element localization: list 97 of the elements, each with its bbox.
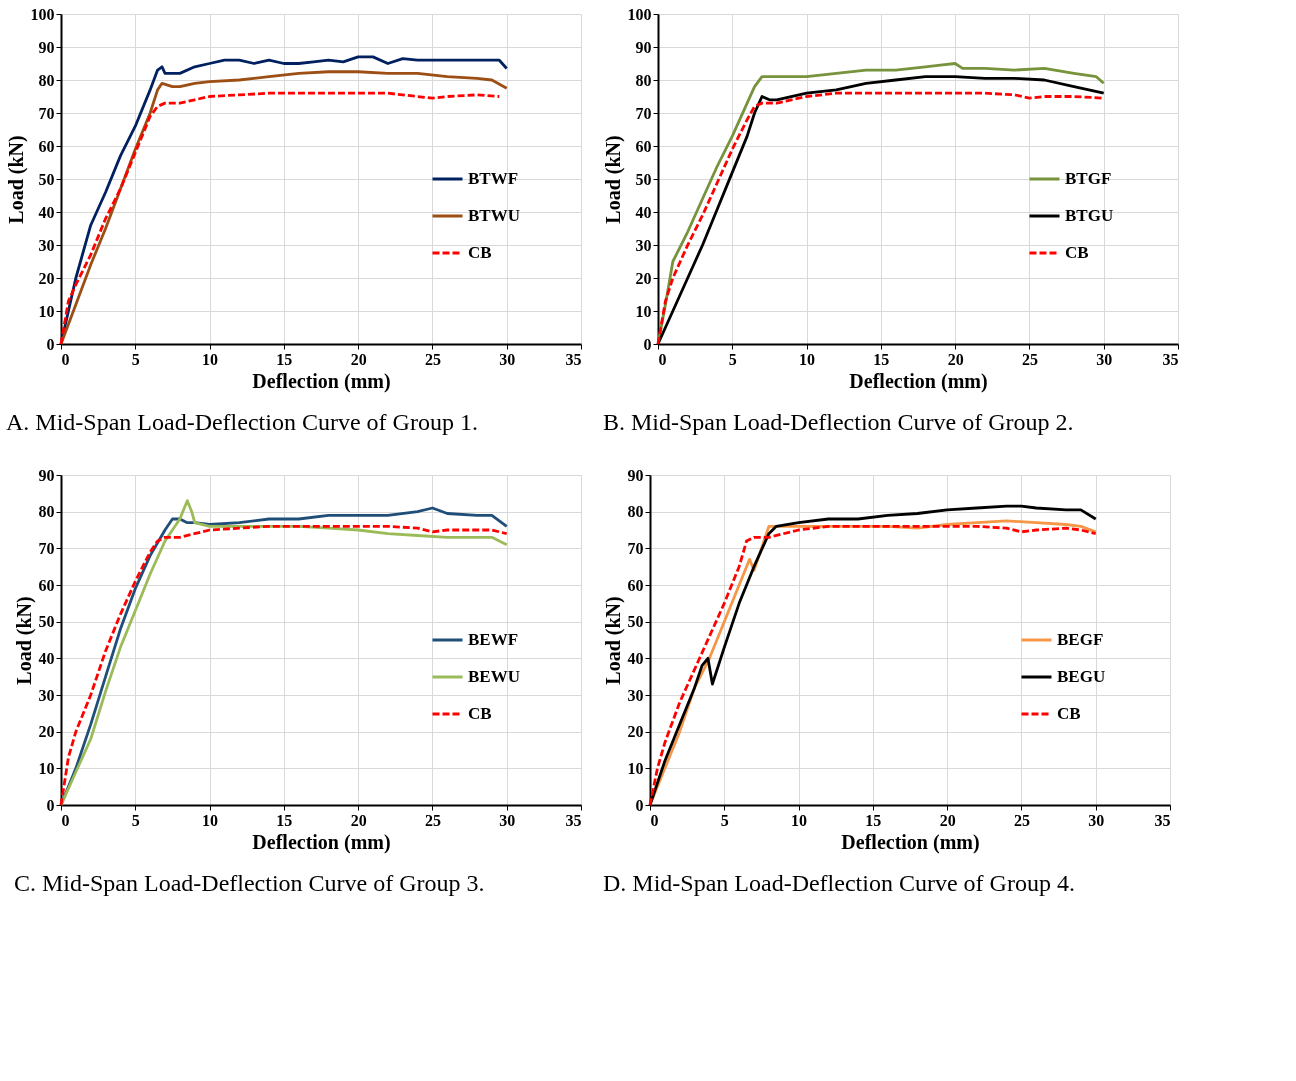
- text: B. Mid-Span Load-Deflection Curve of Group 2.: [603, 409, 1074, 435]
- y-tick-label: 10: [635, 302, 652, 320]
- x-axis-title: Deflection (mm): [841, 830, 980, 854]
- x-tick-label: 25: [1021, 350, 1038, 368]
- legend-label: CB: [468, 704, 492, 723]
- x-tick-label: 30: [1088, 811, 1105, 829]
- y-tick-label: 70: [38, 539, 55, 557]
- x-tick-label: 25: [1013, 811, 1030, 829]
- y-tick-label: 90: [627, 466, 644, 484]
- y-tick-label: 60: [38, 576, 55, 594]
- legend-label: BTGU: [1065, 206, 1114, 225]
- y-tick-label: 90: [635, 38, 652, 56]
- y-tick-label: 80: [38, 71, 55, 89]
- x-tick-label: 0: [61, 350, 70, 368]
- y-tick-label: 50: [635, 170, 652, 188]
- y-tick-label: 60: [627, 576, 644, 594]
- y-tick-label: 80: [635, 71, 652, 89]
- x-tick-label: 10: [202, 811, 219, 829]
- y-axis-title: Load (kN): [601, 596, 625, 685]
- x-tick-label: 20: [947, 350, 964, 368]
- x-tick-label: 15: [865, 811, 882, 829]
- y-tick-label: 0: [643, 335, 652, 353]
- y-tick-label: 40: [635, 203, 652, 221]
- y-tick-label: 60: [38, 137, 55, 155]
- y-tick-label: 100: [30, 5, 55, 23]
- legend-label: CB: [1057, 704, 1081, 723]
- x-tick-label: 10: [202, 350, 219, 368]
- text: D. Mid-Span Load-Deflection Curve of Group 4.: [603, 870, 1075, 896]
- x-tick-label: 15: [276, 811, 293, 829]
- x-tick-label: 15: [873, 350, 890, 368]
- y-axis-title: Load (kN): [4, 135, 28, 224]
- legend-label: CB: [468, 243, 492, 262]
- legend-label: BTWF: [468, 169, 519, 188]
- x-tick-label: 30: [499, 350, 516, 368]
- y-tick-label: 20: [635, 269, 652, 287]
- x-tick-label: 5: [720, 811, 729, 829]
- legend-label: BEWU: [468, 667, 520, 686]
- y-tick-label: 40: [38, 649, 55, 667]
- y-tick-label: 0: [46, 335, 55, 353]
- legend-label: BEWF: [468, 630, 519, 649]
- x-axis-title: Deflection (mm): [252, 369, 391, 393]
- y-tick-label: 0: [635, 796, 644, 814]
- x-axis-title: Deflection (mm): [252, 830, 391, 854]
- y-tick-label: 100: [627, 5, 652, 23]
- text: C. Mid-Span Load-Deflection Curve of Group 3.: [14, 870, 485, 896]
- y-tick-label: 20: [627, 723, 644, 741]
- legend-label: CB: [1065, 243, 1089, 262]
- y-tick-label: 70: [635, 104, 652, 122]
- x-tick-label: 35: [565, 811, 582, 829]
- y-tick-label: 10: [38, 302, 55, 320]
- x-tick-label: 0: [658, 350, 667, 368]
- x-tick-label: 35: [1162, 350, 1179, 368]
- y-tick-label: 30: [38, 686, 55, 704]
- x-tick-label: 15: [276, 350, 293, 368]
- y-tick-label: 50: [38, 170, 55, 188]
- x-tick-label: 30: [1096, 350, 1113, 368]
- y-tick-label: 60: [635, 137, 652, 155]
- x-tick-label: 5: [131, 350, 140, 368]
- y-tick-label: 0: [46, 796, 55, 814]
- y-tick-label: 30: [635, 236, 652, 254]
- text: A. Mid-Span Load-Deflection Curve of Group 1.: [6, 409, 478, 435]
- legend-label: BTWU: [468, 206, 520, 225]
- legend-label: BEGF: [1057, 630, 1104, 649]
- x-tick-label: 35: [565, 350, 582, 368]
- x-tick-label: 35: [1154, 811, 1171, 829]
- x-tick-label: 5: [728, 350, 737, 368]
- y-tick-label: 50: [38, 613, 55, 631]
- y-tick-label: 80: [627, 503, 644, 521]
- x-tick-label: 20: [350, 811, 367, 829]
- y-tick-label: 50: [627, 613, 644, 631]
- y-axis-title: Load (kN): [601, 135, 625, 224]
- y-tick-label: 40: [38, 203, 55, 221]
- y-tick-label: 30: [627, 686, 644, 704]
- x-tick-label: 25: [424, 350, 441, 368]
- y-tick-label: 40: [627, 649, 644, 667]
- legend-label: BEGU: [1057, 667, 1106, 686]
- y-tick-label: 90: [38, 466, 55, 484]
- x-tick-label: 25: [424, 811, 441, 829]
- y-tick-label: 20: [38, 269, 55, 287]
- y-tick-label: 90: [38, 38, 55, 56]
- x-tick-label: 30: [499, 811, 516, 829]
- y-tick-label: 80: [38, 503, 55, 521]
- x-axis-title: Deflection (mm): [849, 369, 988, 393]
- x-tick-label: 10: [791, 811, 808, 829]
- y-axis-title: Load (kN): [12, 596, 36, 685]
- x-tick-label: 20: [350, 350, 367, 368]
- x-tick-label: 20: [939, 811, 956, 829]
- x-tick-label: 5: [131, 811, 140, 829]
- x-tick-label: 0: [61, 811, 70, 829]
- y-tick-label: 10: [38, 759, 55, 777]
- legend-label: BTGF: [1065, 169, 1112, 188]
- y-tick-label: 70: [627, 539, 644, 557]
- y-tick-label: 20: [38, 723, 55, 741]
- x-tick-label: 10: [799, 350, 816, 368]
- y-tick-label: 30: [38, 236, 55, 254]
- y-tick-label: 10: [627, 759, 644, 777]
- y-tick-label: 70: [38, 104, 55, 122]
